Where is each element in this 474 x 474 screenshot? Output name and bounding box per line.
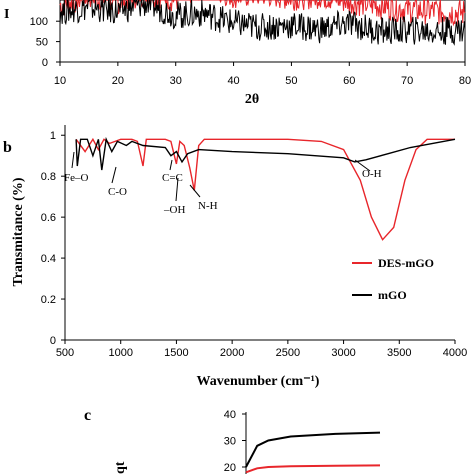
panel-c-y-tick-label: 20: [224, 462, 236, 474]
legend-mgo-label: mGO: [378, 288, 407, 302]
panel-b-series: [75, 136, 456, 241]
panel-b-y-tick-label: 0.2: [41, 294, 56, 306]
anno-oh2: O-H: [362, 168, 382, 180]
panel-a-x-tick-label: 20: [112, 75, 124, 87]
panel-b-x-tick-label: 3500: [387, 347, 411, 359]
panel-b-series-mgo: [75, 136, 456, 171]
panel-a-x-tick-label: 30: [170, 75, 182, 87]
panel-b-x-tick-label: 2000: [220, 347, 244, 359]
panel-c-y-tick-label: 40: [224, 409, 236, 421]
arrow-oh: [175, 177, 179, 202]
panel-b-y-tick-label: 0.8: [41, 171, 56, 183]
arrow-oh2: [354, 159, 371, 172]
panel-a-y-tick-label: 100: [30, 16, 48, 28]
panel-a-frame: [59, 0, 466, 63]
panel-c-y-tick-label: 30: [224, 436, 236, 448]
panel-a-series-line-2: [59, 0, 466, 46]
panel-b-legend: DES-mGO mGO: [352, 256, 434, 302]
arrow-nh: [189, 184, 201, 198]
anno-co: C-O: [108, 186, 127, 198]
panel-b-x-tick-label: 1000: [108, 347, 132, 359]
panel-c-series: [245, 431, 381, 474]
panel-b-series-des-mgo: [75, 137, 455, 241]
panel-b-letter: b: [3, 139, 12, 156]
panel-a-y-label: I: [4, 7, 9, 22]
panel-c-series-line-1: [245, 431, 381, 468]
panel-a-y-tick-label: 0: [42, 57, 48, 69]
panel-b-x-label: Wavenumber (cm⁻¹): [197, 374, 320, 389]
anno-cc: C=C: [162, 172, 183, 184]
panel-a-x-tick-label: 60: [343, 75, 355, 87]
panel-b-y-tick-label: 0.6: [41, 212, 56, 224]
panel-b-x-tick-label: 3000: [331, 347, 355, 359]
panel-b-y-ticks: 0 0.2 0.4 0.6 0.8 1: [41, 130, 65, 347]
panel-a-y-ticks: 0 50 100: [30, 16, 60, 69]
anno-feo: Fe–O: [64, 172, 89, 184]
panel-b-y-tick-label: 0.4: [41, 253, 56, 265]
panel-b-y-tick-label: 0: [50, 335, 56, 347]
panel-a-x-tick-label: 80: [459, 75, 471, 87]
panel-a-x-ticks: 10 20 30 40 50 60 70 80: [54, 62, 471, 87]
panel-b-y-tick-label: 1: [50, 130, 56, 142]
legend-des-label: DES-mGO: [378, 256, 434, 270]
panel-b-y-label: Transmitance (%): [11, 177, 26, 286]
panel-b-x-tick-label: 4000: [443, 347, 467, 359]
panel-a-series-line-1: [59, 0, 466, 27]
anno-oh: –OH: [163, 204, 185, 216]
panel-a-series: [59, 0, 466, 46]
arrow-feo: [71, 151, 75, 169]
panel-b-x-ticks: 500 1000 1500 2000 2500 3000 3500 4000: [56, 340, 467, 359]
panel-b-x-tick-label: 2500: [276, 347, 300, 359]
panel-a-x-label: 2θ: [245, 92, 259, 107]
panel-b-x-tick-label: 500: [56, 347, 74, 359]
panel-c-kinetics: c 20 30 40 qt: [84, 407, 381, 474]
panel-a-x-tick-label: 40: [227, 75, 239, 87]
arrow-cc: [169, 159, 173, 171]
panel-b-ftir: b 500 1000 1500 2000 2500 3000 3500 4000 0 0.2 0.…: [3, 125, 467, 389]
anno-nh: N-H: [198, 200, 218, 212]
panel-a-x-tick-label: 50: [285, 75, 297, 87]
panel-b-x-tick-label: 1500: [164, 347, 188, 359]
panel-a-y-tick-label: 50: [36, 37, 48, 49]
panel-c-y-label: qt: [113, 461, 128, 474]
panel-a-xrd: 10 20 30 40 50 60 70 80 0 50 100 I 2θ: [4, 0, 471, 107]
panel-a-x-tick-label: 10: [54, 75, 66, 87]
panel-c-series-line-2: [245, 464, 381, 474]
panel-b-annotations: Fe–O C-O C=C –OH N-H O-H: [64, 151, 382, 216]
arrow-co: [111, 166, 117, 184]
panel-c-y-ticks: 20 30 40: [224, 409, 246, 474]
panel-c-letter: c: [84, 407, 91, 424]
panel-a-x-tick-label: 70: [401, 75, 413, 87]
